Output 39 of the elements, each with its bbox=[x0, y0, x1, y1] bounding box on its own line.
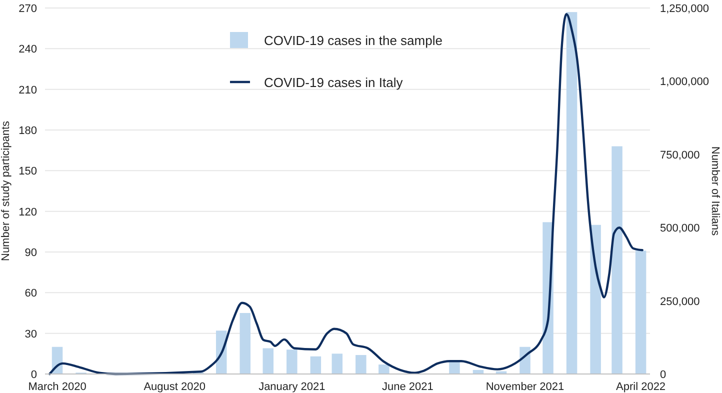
y-tick-label: 30 bbox=[24, 328, 37, 340]
y-tick-label: 210 bbox=[18, 84, 37, 96]
y-tick-label: 180 bbox=[18, 125, 37, 137]
y-tick-label: 120 bbox=[18, 206, 37, 218]
x-tick-label: November 2021 bbox=[486, 381, 564, 393]
y2-tick-label: 1,250,000 bbox=[660, 3, 709, 15]
bar bbox=[356, 355, 366, 374]
y-tick-label: 270 bbox=[18, 3, 37, 15]
y2-tick-label: 0 bbox=[660, 369, 666, 381]
legend-label: COVID-19 cases in Italy bbox=[264, 75, 404, 90]
bar bbox=[612, 146, 622, 374]
bar bbox=[635, 250, 646, 374]
y-tick-label: 60 bbox=[24, 288, 37, 300]
bar bbox=[590, 224, 601, 374]
y2-tick-label: 1,000,000 bbox=[660, 76, 709, 88]
y2-tick-label: 500,000 bbox=[660, 222, 700, 235]
bar bbox=[332, 354, 343, 374]
bar bbox=[449, 362, 460, 374]
bar bbox=[378, 364, 390, 374]
y2-tick-label: 750,000 bbox=[660, 149, 700, 162]
x-tick-label: April 2022 bbox=[616, 381, 666, 393]
y-tick-label: 90 bbox=[24, 247, 37, 259]
bar bbox=[240, 313, 251, 374]
bar bbox=[310, 356, 322, 374]
y-axis-title: Number of study participants bbox=[0, 120, 12, 262]
x-tick-label: January 2021 bbox=[258, 381, 326, 393]
x-tick-label: August 2020 bbox=[144, 381, 206, 393]
y-tick-label: 0 bbox=[30, 369, 37, 381]
bar bbox=[286, 350, 298, 374]
bar bbox=[566, 12, 578, 374]
y2-tick-label: 250,000 bbox=[660, 296, 700, 308]
bar bbox=[262, 348, 274, 374]
y2-axis-title: Number of Italians bbox=[709, 146, 721, 236]
line-series bbox=[48, 13, 644, 376]
y-tick-label: 150 bbox=[18, 166, 37, 178]
y-tick-label: 240 bbox=[18, 44, 37, 56]
x-tick-label: March 2020 bbox=[28, 381, 86, 393]
legend-label: COVID-19 cases in the sample bbox=[264, 33, 442, 48]
x-tick-label: June 2021 bbox=[382, 381, 434, 393]
